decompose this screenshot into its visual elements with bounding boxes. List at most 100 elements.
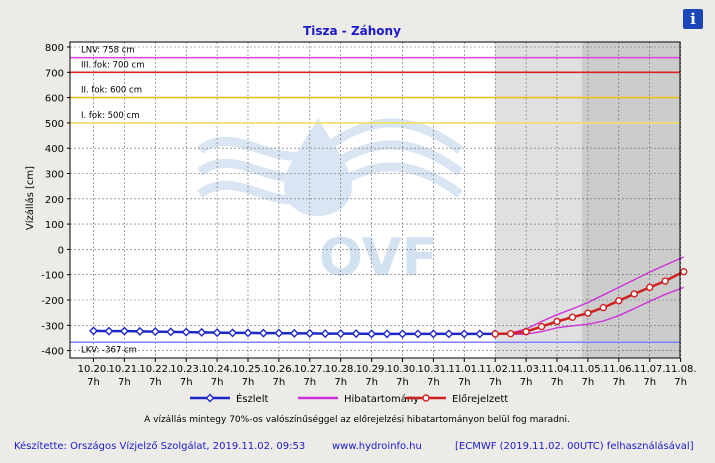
x-tick-hour-9: 7h <box>365 377 378 388</box>
ovf-watermark: OVF <box>197 118 463 288</box>
observed-point-13 <box>289 328 299 338</box>
observed-point-15 <box>320 329 330 339</box>
info-icon[interactable]: i <box>683 9 703 29</box>
x-tick-date-0: 10.20. <box>78 364 110 375</box>
footer-site-link[interactable]: www.hydroinfo.hu <box>332 441 422 452</box>
observed-point-24 <box>459 329 469 339</box>
x-tick-hour-17: 7h <box>612 377 625 388</box>
watermark-wave-0 <box>197 118 463 161</box>
x-tick-hour-10: 7h <box>396 377 409 388</box>
watermark-drop-icon <box>284 118 352 216</box>
forecast-point-11 <box>661 277 669 285</box>
legend-marker-2 <box>422 394 430 402</box>
observed-point-18 <box>367 329 377 339</box>
x-tick-hour-0: 7h <box>87 377 100 388</box>
forecast-point-7 <box>599 303 608 312</box>
plot-border <box>69 41 681 359</box>
observed-point-5 <box>166 327 176 337</box>
x-tick-date-3: 10.23. <box>170 364 202 375</box>
x-tick-date-7: 10.27. <box>294 364 326 375</box>
observed-point-3 <box>135 326 145 336</box>
x-tick-hour-13: 7h <box>489 377 502 388</box>
x-tick-date-14: 11.03. <box>510 364 542 375</box>
level-label-4: LKV: -367 cm <box>81 345 137 355</box>
observed-point-17 <box>351 329 361 339</box>
observed-point-4 <box>150 327 160 337</box>
observed-point-16 <box>336 329 346 339</box>
y-tick-label-11: -300 <box>41 321 64 332</box>
observed-point-11 <box>258 328 268 338</box>
y-tick-label-1: 700 <box>45 68 64 79</box>
x-tick-date-8: 10.28. <box>325 364 357 375</box>
legend-label-2: Előrejelzett <box>452 393 508 405</box>
observed-point-7 <box>197 327 207 337</box>
forecast-point-2 <box>522 327 530 336</box>
level-label-1: III. fok: 700 cm <box>81 60 144 70</box>
x-tick-hour-18: 7h <box>643 377 656 388</box>
x-tick-date-6: 10.26. <box>263 364 295 375</box>
x-tick-hour-12: 7h <box>458 377 471 388</box>
observed-point-2 <box>119 326 129 336</box>
x-tick-hour-6: 7h <box>273 377 286 388</box>
x-tick-date-13: 11.02. <box>479 364 511 375</box>
y-tick-label-8: 0 <box>58 245 64 256</box>
observed-point-19 <box>382 329 392 339</box>
forecast-point-12 <box>679 267 688 276</box>
chart-title: Tisza - Záhony <box>303 24 401 38</box>
observed-point-23 <box>444 329 454 339</box>
y-tick-label-5: 300 <box>45 170 64 181</box>
observed-point-14 <box>305 328 315 338</box>
forecast-point-5 <box>568 313 577 321</box>
observed-point-9 <box>228 328 238 338</box>
legend-marker-0 <box>205 393 215 403</box>
forecast-shade-0 <box>495 42 582 358</box>
x-tick-date-18: 11.07. <box>634 364 666 375</box>
observed-point-6 <box>181 327 191 337</box>
x-tick-hour-3: 7h <box>180 377 193 388</box>
forecast-point-9 <box>630 290 638 298</box>
forecast-point-0 <box>491 330 499 338</box>
legend-label-1: Hibatartomány <box>344 393 419 405</box>
forecast-point-10 <box>646 283 654 292</box>
forecast-shade-1 <box>581 42 680 358</box>
observed-point-25 <box>475 329 485 339</box>
x-tick-date-17: 11.06. <box>603 364 635 375</box>
x-tick-hour-14: 7h <box>520 377 533 388</box>
y-tick-label-6: 200 <box>45 195 64 206</box>
observed-point-1 <box>104 326 114 336</box>
x-tick-date-19: 11.08. <box>665 364 697 375</box>
legend-label-0: Észlelt <box>236 392 268 405</box>
x-tick-date-15: 11.04. <box>541 364 573 375</box>
observed-point-8 <box>212 328 222 338</box>
x-tick-date-11: 10.31. <box>417 364 449 375</box>
x-tick-date-12: 11.01. <box>448 364 480 375</box>
observed-point-20 <box>398 329 407 339</box>
forecast-point-3 <box>537 322 546 331</box>
y-tick-label-12: -400 <box>41 347 64 358</box>
y-tick-label-2: 600 <box>45 94 64 105</box>
watermark-wave-1 <box>197 140 463 183</box>
plot-area: OVF 800 700 600 500 400 300 200 100 0 -100 -200 -300… <box>41 41 697 388</box>
forecast-point-8 <box>615 297 623 305</box>
y-tick-label-10: -200 <box>41 296 64 307</box>
x-tick-date-2: 10.22. <box>139 364 171 375</box>
level-label-3: I. fok: 500 cm <box>81 111 139 121</box>
level-label-2: II. fok: 600 cm <box>81 86 142 96</box>
x-tick-hour-11: 7h <box>427 377 440 388</box>
observed-point-22 <box>428 329 438 339</box>
forecast-note: A vízállás mintegy 70%-os valószínűségge… <box>144 414 570 425</box>
y-axis-label: Vízállás [cm] <box>24 166 36 230</box>
x-tick-hour-1: 7h <box>118 377 131 388</box>
y-tick-label-7: 100 <box>45 220 64 231</box>
y-tick-label-4: 400 <box>45 144 64 155</box>
x-tick-hour-2: 7h <box>149 377 162 388</box>
footer-made-by: Készítette: Országos Vízjelző Szolgálat,… <box>14 440 305 452</box>
x-tick-date-10: 10.30. <box>387 364 419 375</box>
forecast-point-6 <box>584 309 592 317</box>
forecast-point-4 <box>553 317 561 326</box>
x-tick-hour-15: 7h <box>551 377 564 388</box>
footer-model-note: [ECMWF (2019.11.02. 00UTC) felhasználásá… <box>455 440 694 452</box>
x-tick-hour-4: 7h <box>211 377 224 388</box>
